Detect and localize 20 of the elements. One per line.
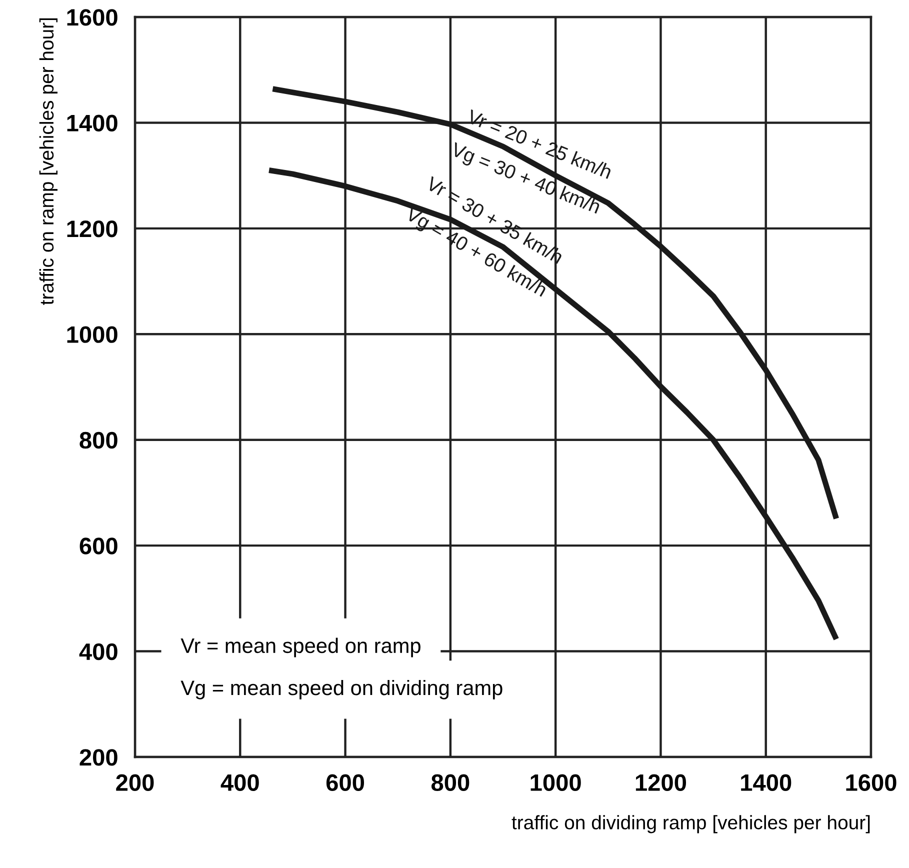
y-tick-label: 400	[79, 643, 118, 660]
y-tick-label: 1600	[67, 9, 118, 26]
x-tick-label: 1400	[741, 774, 792, 792]
annotation: Vr = mean speed on ramp	[180, 638, 420, 658]
y-tick-label: 1200	[67, 220, 118, 238]
y-tick-label: 600	[80, 538, 118, 554]
y-axis-title: traffic on ramp [vehicles per hour]	[39, 18, 58, 305]
annotation: Vg = mean speed on dividing ramp	[180, 680, 502, 700]
x-axis-title: traffic on dividing ramp [vehicles per hour]	[512, 815, 870, 834]
x-tick-label: 1200	[636, 774, 686, 792]
y-tick-label: 200	[80, 749, 118, 766]
y-tick-label: 800	[80, 432, 118, 449]
y-tick-label: 1000	[67, 326, 118, 343]
x-tick-label: 1000	[530, 774, 581, 792]
x-tick-label: 1600	[846, 774, 896, 792]
x-tick-label: 800	[431, 774, 470, 792]
x-tick-label: 200	[116, 774, 154, 792]
y-tick-label: 1400	[67, 114, 118, 132]
x-tick-label: 400	[220, 774, 259, 792]
x-tick-label: 600	[326, 774, 364, 792]
